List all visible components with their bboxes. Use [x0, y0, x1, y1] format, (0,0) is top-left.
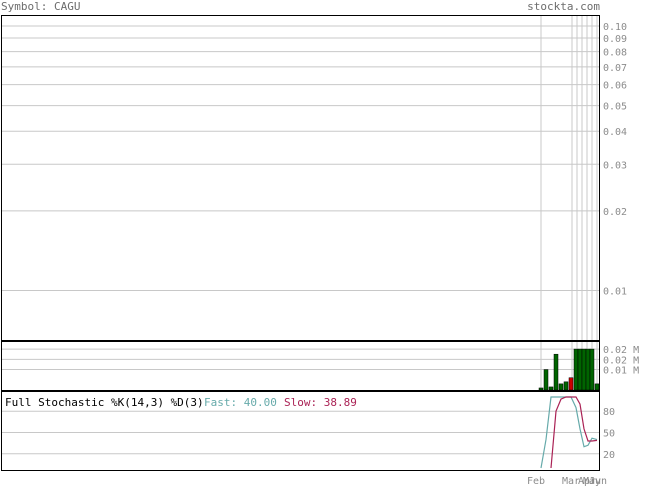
- price-tick-label: 0.04: [603, 127, 627, 138]
- volume-bar: [577, 348, 583, 391]
- price-tick-label: 0.07: [603, 63, 627, 74]
- volume-tick-label: 0.01 M: [603, 366, 639, 377]
- x-tick-label: Feb: [527, 476, 545, 486]
- volume-tick-label: 0.02 M: [603, 345, 639, 356]
- price-tick-label: 0.02: [603, 207, 627, 218]
- volume-frame: [1, 341, 600, 391]
- volume-bar: [548, 386, 554, 391]
- volume-panel: 0.02 M0.02 M0.01 M: [1, 341, 639, 391]
- price-tick-label: 0.05: [603, 102, 627, 113]
- price-frame: [1, 15, 600, 341]
- volume-bar: [568, 377, 574, 391]
- stochastic-title: Full Stochastic %K(14,3) %D(3): [5, 396, 204, 409]
- x-tick-label: Mar: [562, 476, 580, 486]
- volume-bar: [543, 369, 549, 391]
- volume-bar: [589, 348, 595, 391]
- price-tick-label: 0.03: [603, 160, 627, 171]
- price-tick-label: 0.06: [603, 81, 627, 92]
- stochastic-panel: Full Stochastic %K(14,3) %D(3) Fast: 40.…: [1, 391, 615, 471]
- x-tick-label: May: [583, 476, 601, 486]
- x-tick-label: Jun: [589, 476, 607, 486]
- x-tick-label: Apr: [578, 476, 596, 486]
- volume-bar: [585, 348, 591, 391]
- symbol-label: Symbol: CAGU: [1, 0, 81, 13]
- volume-tick-label: 0.02 M: [603, 355, 639, 366]
- volume-bar: [573, 348, 579, 391]
- price-tick-label: 0.08: [603, 48, 627, 59]
- stochastic-slow-value: Slow: 38.89: [284, 396, 357, 409]
- site-name[interactable]: stockta.com: [527, 0, 600, 13]
- stochastic-slow-line: [550, 396, 598, 469]
- price-panel: 0.100.09 0.08 0.07 0.06 0.05 0.04 0.03 0.02 0.01: [1, 15, 627, 341]
- volume-bar: [553, 353, 559, 391]
- stochastic-frame: [1, 391, 600, 471]
- stochastic-tick-label: 80: [603, 407, 615, 418]
- price-tick-label: 0.10: [603, 22, 627, 33]
- volume-bar: [594, 383, 600, 391]
- stochastic-tick-label: 50: [603, 429, 615, 440]
- stochastic-fast-value: Fast: 40.00: [204, 396, 277, 409]
- stochastic-tick-label: 20: [603, 450, 615, 461]
- volume-bar: [581, 348, 587, 391]
- volume-bar: [558, 383, 564, 391]
- volume-bar: [538, 387, 544, 391]
- price-tick-label: 0.01: [603, 287, 627, 298]
- price-tick-label: 0.09: [603, 34, 627, 45]
- volume-bar: [563, 381, 569, 391]
